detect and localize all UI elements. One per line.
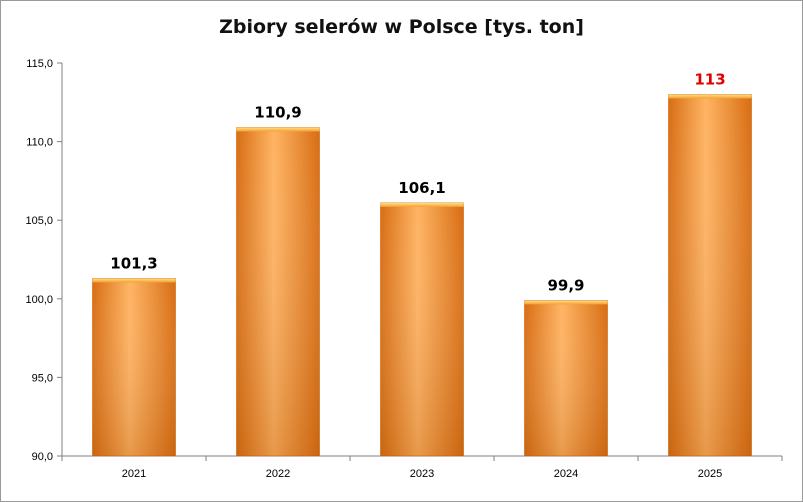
x-tick-label: 2023 (410, 468, 434, 480)
data-label: 113 (694, 70, 725, 88)
bar-top-cap (668, 94, 752, 99)
chart-title: Zbiory selerów w Polsce [tys. ton] (219, 16, 584, 38)
data-label: 106,1 (398, 179, 445, 197)
data-label: 99,9 (547, 276, 584, 294)
y-tick-label: 105,0 (25, 215, 53, 227)
bar-shade (236, 127, 320, 457)
data-label: 101,3 (110, 254, 157, 272)
y-tick-label: 90,0 (32, 451, 53, 463)
axes: 90,0 95,0 100,0 105,0 110,0 115,0 2021 2022 2023… (25, 58, 783, 480)
bar-top-cap (92, 278, 176, 283)
data-label: 110,9 (254, 103, 301, 121)
bars (92, 94, 752, 457)
x-tick-label: 2024 (554, 468, 578, 480)
bar-top-cap (380, 202, 464, 207)
bar-shade (524, 300, 608, 456)
x-tick-label: 2022 (266, 468, 290, 480)
y-tick-label: 115,0 (26, 58, 53, 70)
x-tick-label: 2021 (122, 468, 146, 480)
y-tick-label: 100,0 (25, 294, 53, 306)
bar-top-cap (524, 300, 608, 305)
bar-shade (92, 278, 176, 456)
y-tick-label: 95,0 (32, 372, 53, 384)
x-tick-label: 2025 (698, 468, 722, 480)
bar-top-cap (236, 127, 320, 132)
bar-shade (380, 202, 464, 456)
data-labels: 101,3 110,9 106,1 99,9 113 (110, 70, 725, 294)
bar-shade (668, 94, 752, 456)
y-tick-label: 110,0 (26, 137, 53, 149)
